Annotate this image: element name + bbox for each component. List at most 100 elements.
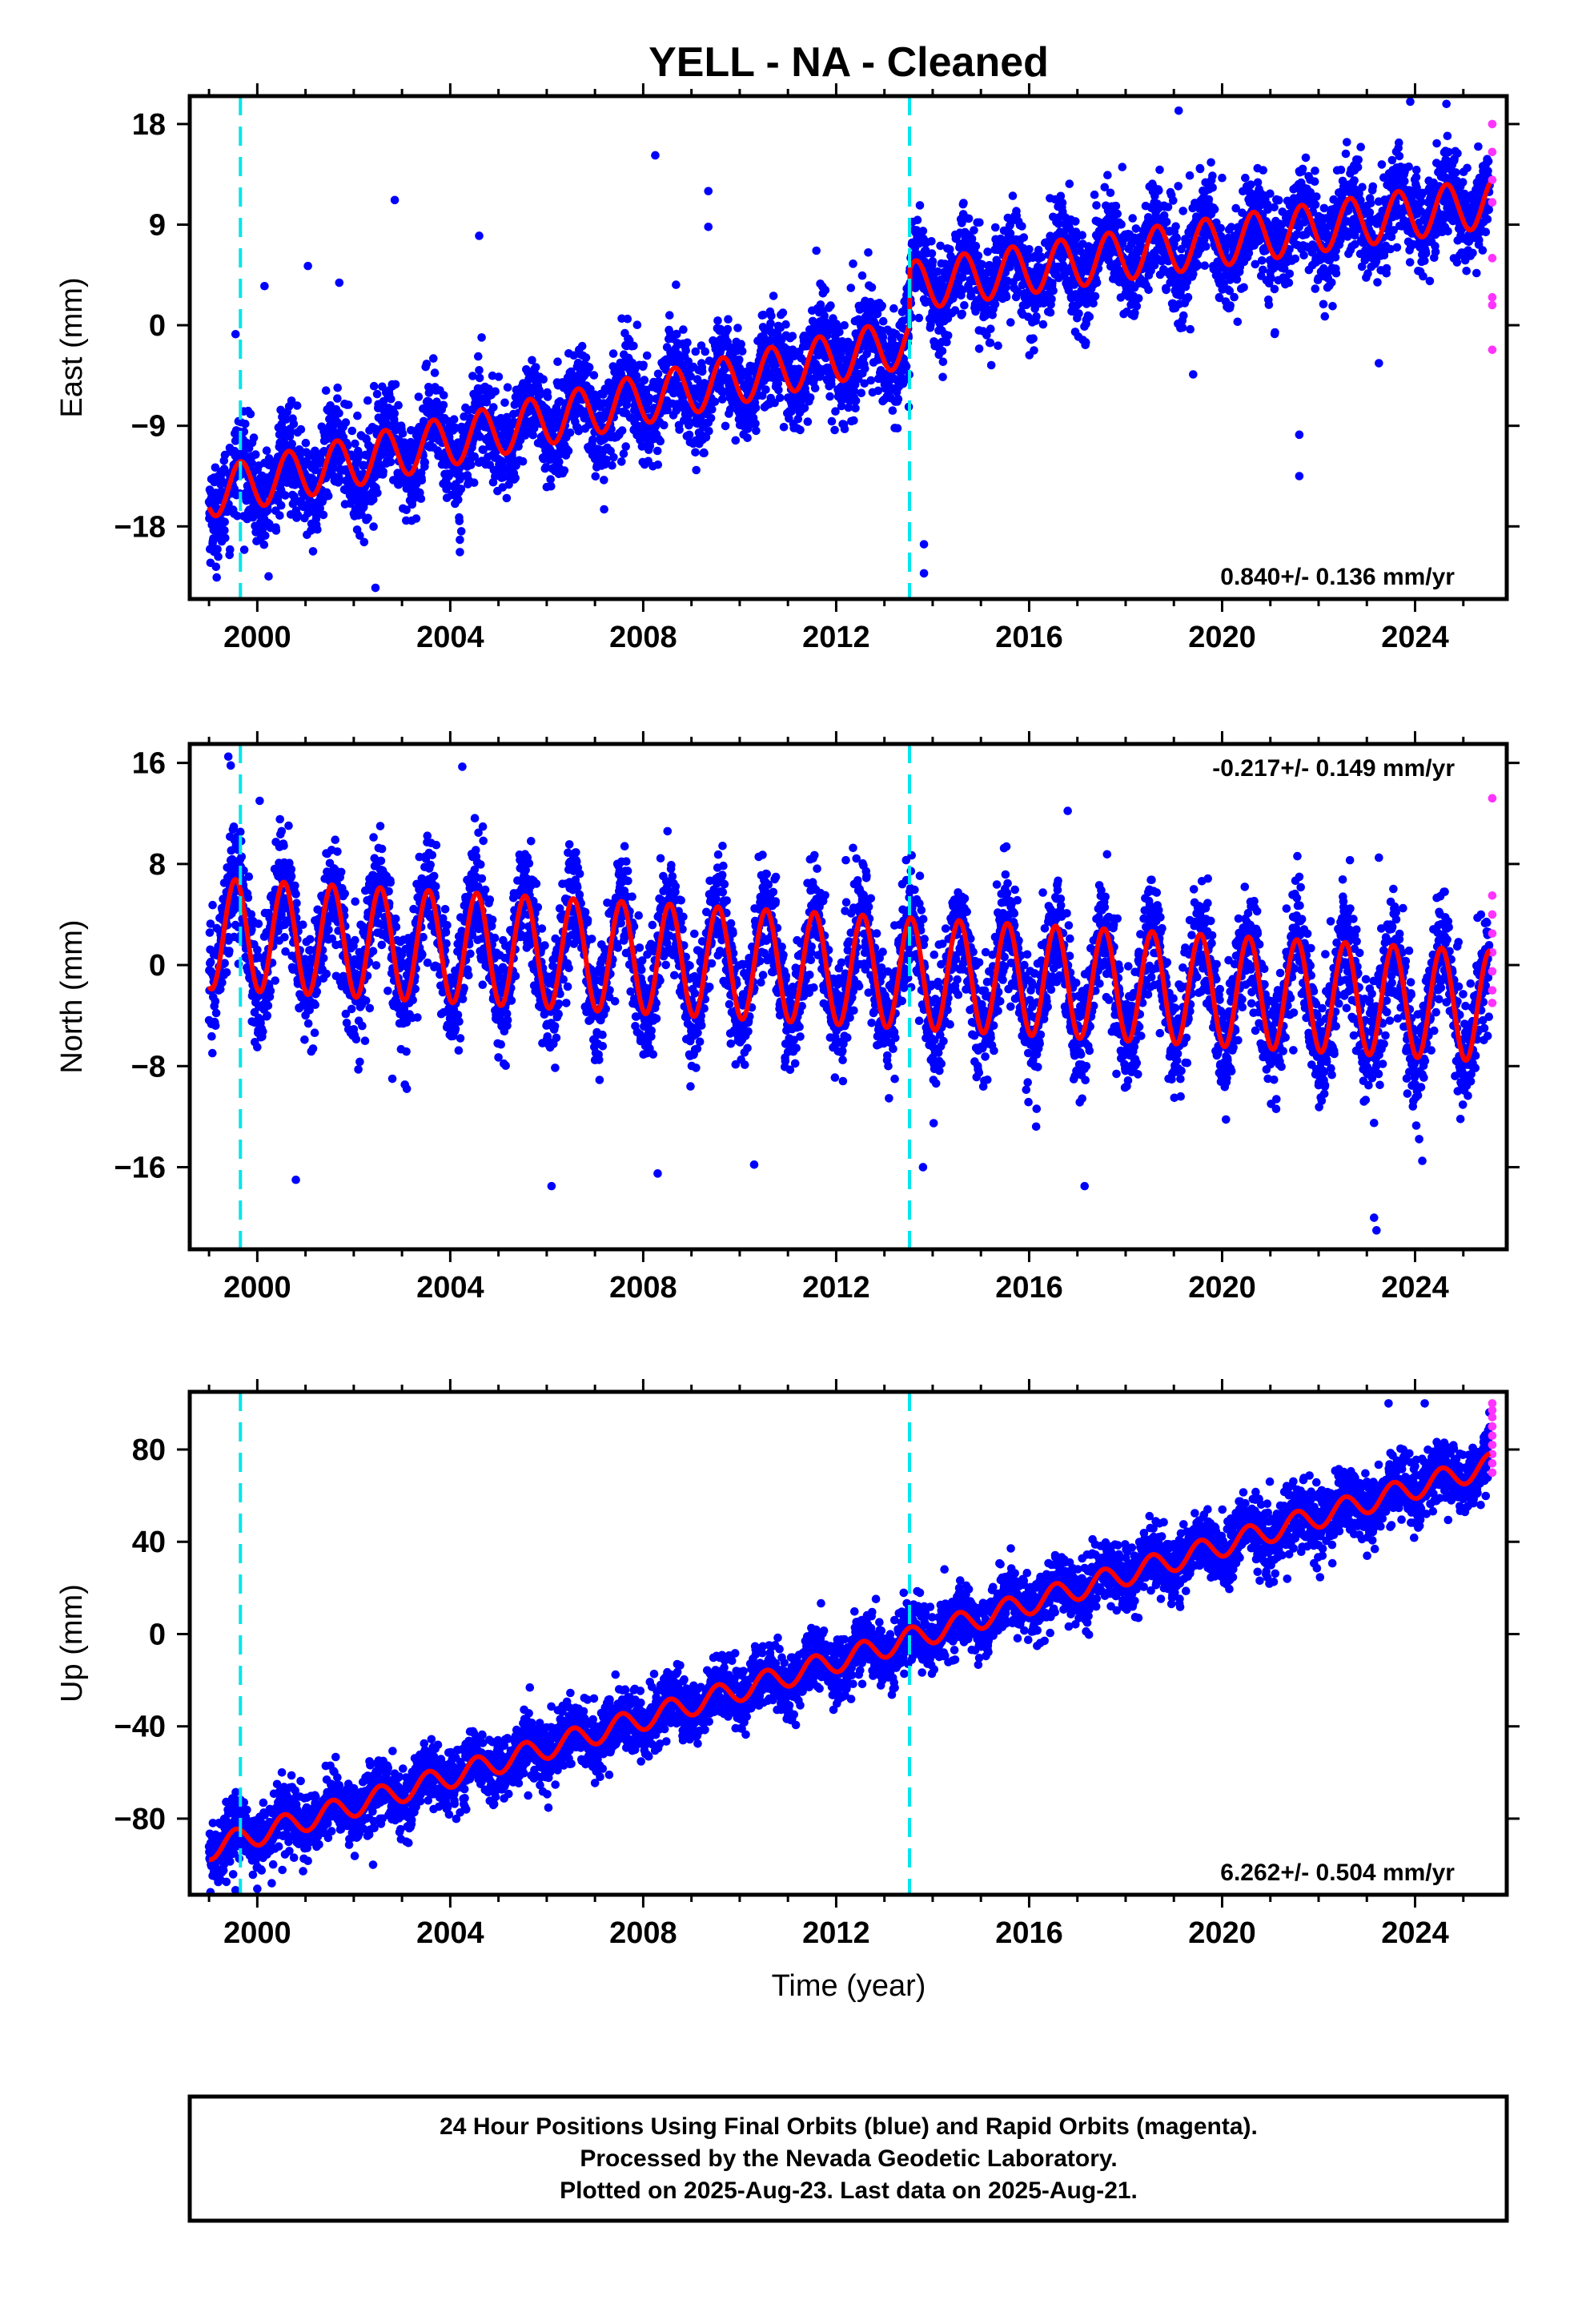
- data-point: [928, 257, 938, 266]
- data-point: [767, 312, 776, 320]
- data-point: [477, 333, 486, 342]
- data-point: [1106, 188, 1115, 198]
- data-point: [469, 478, 479, 487]
- data-point: [692, 465, 701, 475]
- data-point: [660, 420, 669, 430]
- data-point: [761, 385, 770, 394]
- data-point: [966, 291, 976, 300]
- data-point: [315, 504, 325, 513]
- data-point: [504, 480, 513, 489]
- data-point: [449, 415, 459, 424]
- data-point: [970, 226, 978, 235]
- data-point: [212, 573, 222, 582]
- data-point: [701, 347, 710, 356]
- data-point: [971, 307, 980, 316]
- data-point: [938, 372, 947, 382]
- data-point: [439, 400, 448, 410]
- data-point: [1169, 196, 1178, 205]
- data-point: [652, 446, 662, 456]
- data-point: [826, 301, 835, 310]
- data-point: [888, 406, 897, 415]
- data-point: [759, 332, 769, 341]
- data-point: [353, 411, 362, 420]
- data-point: [422, 360, 432, 368]
- data-point: [1082, 300, 1091, 308]
- data-point: [1299, 251, 1308, 260]
- data-point: [766, 319, 775, 328]
- data-point: [1368, 182, 1378, 191]
- data-point: [751, 419, 760, 428]
- data-point: [1058, 199, 1067, 207]
- data-point: [246, 409, 255, 419]
- data-point: [1216, 223, 1225, 233]
- data-point: [1134, 294, 1143, 303]
- data-point: [470, 452, 480, 461]
- data-point: [862, 349, 871, 359]
- data-point: [878, 316, 888, 326]
- data-point: [500, 398, 509, 408]
- data-point: [1065, 179, 1074, 188]
- data-point: [520, 431, 530, 440]
- data-point: [1373, 278, 1382, 287]
- data-point: [1117, 220, 1126, 229]
- data-point: [857, 388, 866, 398]
- data-point: [926, 320, 935, 329]
- data-point: [710, 397, 720, 407]
- data-point: [474, 352, 483, 361]
- data-point: [528, 356, 536, 365]
- data-point: [251, 450, 260, 459]
- data-point: [697, 341, 706, 350]
- data-point: [1111, 201, 1121, 211]
- data-point: [914, 313, 924, 323]
- data-point: [1327, 278, 1336, 287]
- data-point: [407, 426, 416, 435]
- data-point: [735, 355, 744, 364]
- data-point: [934, 267, 942, 276]
- data-point: [282, 415, 291, 424]
- data-point: [329, 464, 338, 472]
- data-point: [1395, 151, 1404, 161]
- data-point: [289, 420, 299, 428]
- data-point: [518, 456, 528, 466]
- data-point: [467, 460, 476, 469]
- data-point: [1366, 199, 1375, 208]
- data-point: [1178, 207, 1187, 215]
- data-point: [827, 380, 836, 389]
- data-point: [1155, 165, 1164, 175]
- data-point: [1336, 165, 1346, 175]
- data-point: [918, 227, 928, 235]
- data-point: [927, 249, 937, 258]
- data-point: [861, 364, 869, 373]
- data-point: [1353, 163, 1363, 171]
- data-point: [600, 476, 608, 485]
- data-point: [1186, 324, 1195, 334]
- data-point: [685, 430, 694, 440]
- data-point: [524, 368, 532, 377]
- data-point: [334, 472, 343, 481]
- data-point: [263, 506, 272, 515]
- data-point: [546, 475, 555, 484]
- data-point: [402, 505, 411, 514]
- data-point: [1202, 242, 1211, 251]
- data-point: [733, 324, 742, 332]
- data-point: [1002, 283, 1011, 292]
- data-point: [343, 400, 353, 409]
- data-point: [717, 395, 727, 404]
- data-point: [1331, 268, 1341, 278]
- data-point: [532, 363, 540, 372]
- data-point: [812, 246, 821, 255]
- data-point: [1100, 183, 1110, 192]
- data-point: [913, 215, 922, 225]
- data-point: [700, 448, 709, 458]
- data-point: [1259, 265, 1267, 275]
- data-point: [1082, 338, 1090, 347]
- data-point: [873, 309, 882, 319]
- data-point: [287, 440, 297, 448]
- data-point: [706, 413, 716, 423]
- data-point: [1239, 283, 1248, 292]
- data-point: [697, 367, 707, 376]
- data-point: [990, 300, 1000, 309]
- data-point: [456, 485, 466, 493]
- data-point: [1285, 269, 1295, 279]
- data-point: [788, 332, 797, 341]
